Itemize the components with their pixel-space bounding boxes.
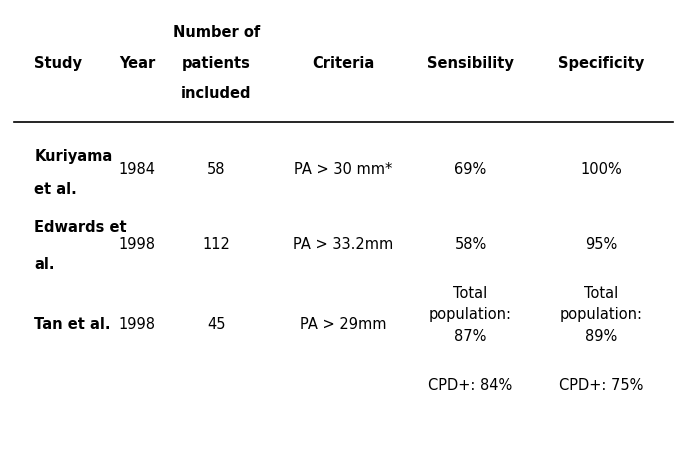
Text: Total: Total (453, 286, 488, 301)
Text: 87%: 87% (454, 329, 487, 344)
Text: CPD+: 84%: CPD+: 84% (429, 378, 513, 393)
Text: 100%: 100% (581, 162, 622, 177)
Text: CPD+: 75%: CPD+: 75% (559, 378, 643, 393)
Text: PA > 29mm: PA > 29mm (300, 317, 387, 332)
Text: patients: patients (182, 56, 251, 71)
Text: 58: 58 (207, 162, 225, 177)
Text: Sensibility: Sensibility (427, 56, 514, 71)
Text: 45: 45 (207, 317, 225, 332)
Text: Tan et al.: Tan et al. (34, 317, 111, 332)
Text: Year: Year (120, 56, 155, 71)
Text: 112: 112 (203, 237, 230, 252)
Text: population:: population: (560, 307, 642, 322)
Text: al.: al. (34, 257, 55, 272)
Text: included: included (181, 86, 251, 100)
Text: et al.: et al. (34, 182, 77, 197)
Text: Total: Total (584, 286, 618, 301)
Text: 1998: 1998 (119, 237, 156, 252)
Text: 95%: 95% (585, 237, 617, 252)
Text: Number of: Number of (172, 25, 260, 40)
Text: 69%: 69% (455, 162, 486, 177)
Text: 1998: 1998 (119, 317, 156, 332)
Text: Edwards et: Edwards et (34, 220, 127, 235)
Text: PA > 33.2mm: PA > 33.2mm (293, 237, 394, 252)
Text: Criteria: Criteria (313, 56, 374, 71)
Text: 58%: 58% (455, 237, 486, 252)
Text: 89%: 89% (585, 329, 617, 344)
Text: 1984: 1984 (119, 162, 156, 177)
Text: PA > 30 mm*: PA > 30 mm* (294, 162, 393, 177)
Text: Kuriyama: Kuriyama (34, 148, 113, 163)
Text: Study: Study (34, 56, 82, 71)
Text: population:: population: (429, 307, 512, 322)
Text: Specificity: Specificity (558, 56, 644, 71)
